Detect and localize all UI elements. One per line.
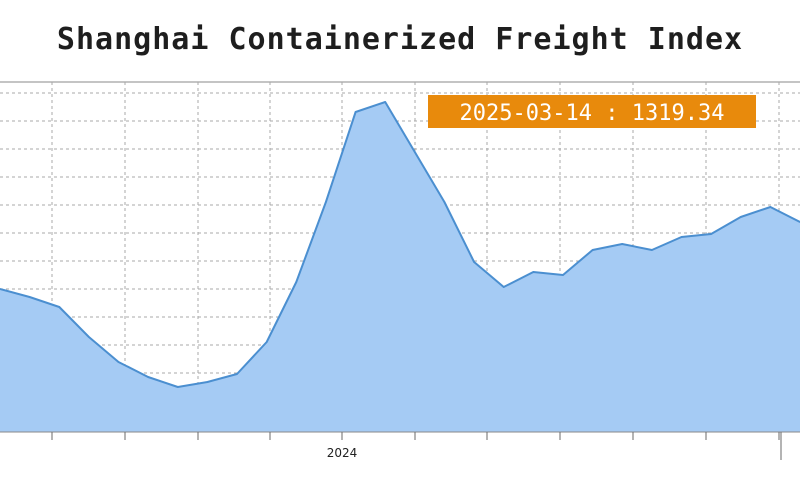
data-point-9 [265,341,268,343]
data-point-4 [117,361,120,363]
data-point-10 [295,281,298,283]
data-point-17 [502,286,505,288]
data-point-7 [206,381,209,383]
data-point-26 [769,206,772,208]
data-point-0 [0,288,1,290]
callout-box [428,95,756,128]
x-axis: 2024 [0,431,800,460]
data-point-20 [591,249,594,251]
data-point-18 [532,271,535,273]
x-tick-label-0: 2024 [327,446,358,460]
data-point-13 [384,101,387,103]
chart-plot [0,101,800,432]
data-point-1 [28,296,31,298]
data-point-24 [710,233,712,235]
data-point-11 [325,201,327,203]
latest-value-callout: 2025-03-14 : 1319.34 [428,95,756,128]
data-point-14 [414,151,416,153]
series-line [0,101,800,388]
data-point-6 [177,386,179,388]
callout-text: 2025-03-14 : 1319.34 [460,101,725,126]
data-point-19 [562,274,564,276]
data-point-2 [58,306,61,308]
data-point-22 [651,249,653,251]
data-point-8 [236,373,238,375]
data-point-12 [354,111,357,113]
data-point-5 [147,376,149,378]
data-point-23 [680,236,683,238]
data-point-21 [621,243,623,245]
data-point-25 [739,216,742,218]
data-point-15 [443,201,446,203]
data-point-16 [473,261,475,263]
chart-title: Shanghai Containerized Freight Index [56,22,744,57]
data-point-3 [88,336,90,338]
series-area [0,102,800,432]
